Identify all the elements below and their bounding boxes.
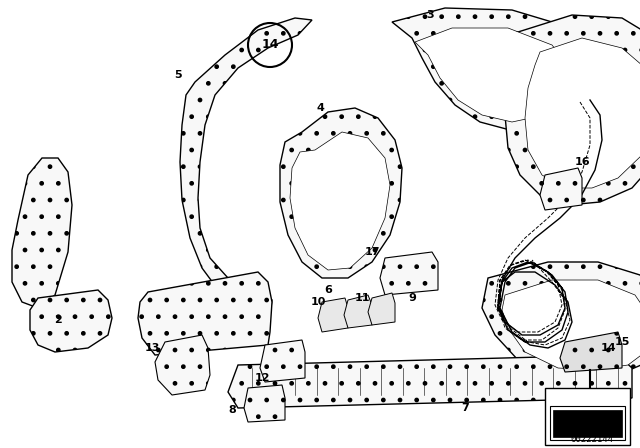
Polygon shape (502, 280, 640, 370)
Text: 3: 3 (426, 10, 434, 20)
Text: 7: 7 (461, 403, 469, 413)
Polygon shape (525, 38, 640, 188)
Polygon shape (290, 132, 390, 270)
Text: 9: 9 (408, 293, 416, 303)
Text: 14: 14 (600, 343, 616, 353)
Polygon shape (30, 290, 112, 352)
Polygon shape (260, 340, 305, 382)
Text: 11: 11 (355, 293, 370, 303)
Text: 8: 8 (228, 405, 236, 415)
Polygon shape (12, 158, 72, 308)
Polygon shape (553, 410, 622, 437)
Text: 17: 17 (364, 247, 380, 257)
Text: 00222144: 00222144 (570, 435, 614, 444)
Polygon shape (155, 335, 210, 395)
Polygon shape (180, 18, 312, 315)
Text: 4: 4 (316, 103, 324, 113)
Polygon shape (318, 298, 348, 332)
Text: 6: 6 (324, 285, 332, 295)
Text: 16: 16 (574, 157, 590, 167)
Text: 2: 2 (54, 315, 62, 325)
Polygon shape (415, 28, 572, 122)
Text: 13: 13 (144, 343, 160, 353)
Text: 14: 14 (261, 39, 279, 52)
Polygon shape (228, 355, 632, 408)
Text: 15: 15 (614, 337, 630, 347)
Polygon shape (368, 293, 395, 325)
Polygon shape (505, 15, 640, 205)
Polygon shape (280, 108, 402, 278)
Text: 5: 5 (174, 70, 182, 80)
Polygon shape (380, 252, 438, 295)
Text: 10: 10 (310, 297, 326, 307)
Polygon shape (482, 262, 640, 380)
Text: 12: 12 (254, 373, 269, 383)
Polygon shape (540, 168, 582, 210)
Polygon shape (344, 295, 372, 328)
Polygon shape (138, 272, 272, 355)
Polygon shape (560, 332, 622, 372)
Polygon shape (244, 385, 285, 422)
Polygon shape (392, 8, 600, 130)
FancyBboxPatch shape (545, 388, 630, 445)
